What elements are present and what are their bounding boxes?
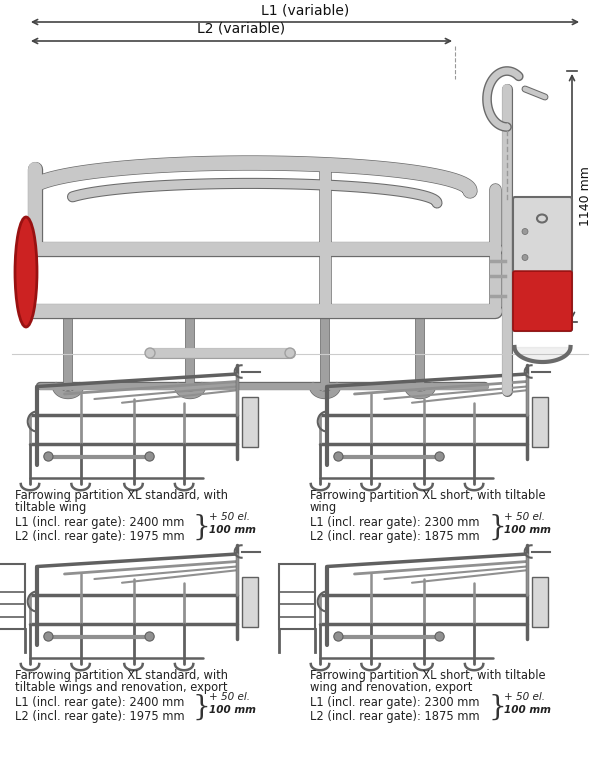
Text: L2 (incl. rear gate): 1875 mm: L2 (incl. rear gate): 1875 mm	[310, 530, 479, 543]
Text: }: }	[488, 694, 506, 720]
Circle shape	[334, 452, 343, 461]
Bar	[532, 396, 548, 446]
Text: 100 mm: 100 mm	[209, 705, 256, 715]
FancyBboxPatch shape	[513, 271, 572, 331]
Circle shape	[145, 452, 154, 461]
Circle shape	[334, 632, 343, 641]
Circle shape	[435, 452, 444, 461]
Bar	[242, 396, 258, 446]
Text: L2 (incl. rear gate): 1875 mm: L2 (incl. rear gate): 1875 mm	[310, 710, 479, 723]
Text: L2 (variable): L2 (variable)	[197, 22, 286, 36]
Text: + 50 el.: + 50 el.	[209, 512, 250, 522]
Circle shape	[522, 254, 528, 260]
Text: + 50 el.: + 50 el.	[209, 692, 250, 702]
Text: }: }	[193, 513, 211, 540]
Circle shape	[145, 632, 154, 641]
Bar	[0, 564, 25, 629]
Text: 1140 mm: 1140 mm	[579, 166, 592, 226]
Bar	[278, 564, 316, 629]
Text: Farrowing partition XL short, with tiltable: Farrowing partition XL short, with tilta…	[310, 489, 545, 502]
Ellipse shape	[15, 217, 37, 327]
Text: tiltable wing: tiltable wing	[15, 502, 86, 515]
Text: + 50 el.: + 50 el.	[504, 692, 545, 702]
Text: tiltable wings and renovation, export: tiltable wings and renovation, export	[15, 682, 227, 694]
Circle shape	[44, 632, 53, 641]
Circle shape	[435, 632, 444, 641]
Text: L1 (incl. rear gate): 2400 mm: L1 (incl. rear gate): 2400 mm	[15, 516, 184, 529]
Text: L1 (incl. rear gate): 2400 mm: L1 (incl. rear gate): 2400 mm	[15, 696, 184, 709]
Text: Farrowing partition XL standard, with: Farrowing partition XL standard, with	[15, 489, 228, 502]
Circle shape	[522, 228, 528, 235]
Text: L1 (incl. rear gate): 2300 mm: L1 (incl. rear gate): 2300 mm	[310, 696, 479, 709]
Text: }: }	[488, 513, 506, 540]
Text: 100 mm: 100 mm	[504, 705, 551, 715]
Circle shape	[285, 348, 295, 358]
Text: 100 mm: 100 mm	[209, 525, 256, 535]
Bar	[532, 577, 548, 626]
Circle shape	[145, 348, 155, 358]
Text: 100 mm: 100 mm	[504, 525, 551, 535]
Text: + 50 el.: + 50 el.	[504, 512, 545, 522]
Bar	[242, 577, 258, 626]
Text: Farrowing partition XL short, with tiltable: Farrowing partition XL short, with tilta…	[310, 669, 545, 682]
Text: }: }	[193, 694, 211, 720]
FancyBboxPatch shape	[513, 197, 572, 331]
Text: wing: wing	[310, 502, 337, 515]
Circle shape	[44, 452, 53, 461]
Text: L2 (incl. rear gate): 1975 mm: L2 (incl. rear gate): 1975 mm	[15, 710, 185, 723]
Text: Farrowing partition XL standard, with: Farrowing partition XL standard, with	[15, 669, 228, 682]
Text: L1 (incl. rear gate): 2300 mm: L1 (incl. rear gate): 2300 mm	[310, 516, 479, 529]
Text: L1 (variable): L1 (variable)	[261, 3, 349, 17]
Text: wing and renovation, export: wing and renovation, export	[310, 682, 472, 694]
Text: L2 (incl. rear gate): 1975 mm: L2 (incl. rear gate): 1975 mm	[15, 530, 185, 543]
